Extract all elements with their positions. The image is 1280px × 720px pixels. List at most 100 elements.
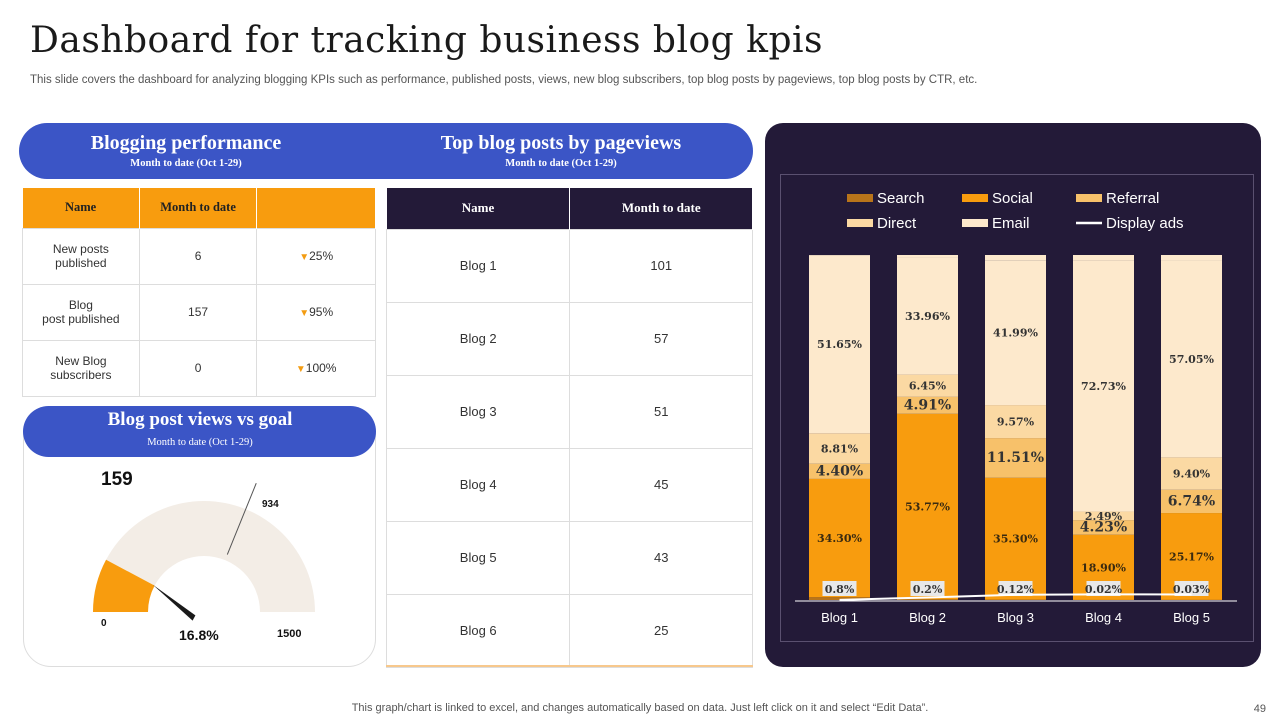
performance-table: Name Month to date New posts published 6 … [22,188,376,397]
data-label: 2.49% [1085,510,1123,523]
data-label: 72.73% [1081,380,1126,393]
bar-segment [809,433,870,464]
legend-label: Referral [1106,190,1159,207]
post-views: 101 [569,228,753,303]
bar-segment [1161,489,1222,514]
metric-change: ▼95% [256,283,376,341]
bar-segment [809,463,870,479]
performance-title: Blogging performance [90,132,282,154]
table-row: Blog 6 25 [385,593,753,668]
table-row: Blog 5 43 [385,520,753,595]
data-label: 6.45% [909,380,947,393]
x-tick-label: Blog 3 [997,610,1034,625]
gauge-max-label: 1500 [277,628,301,640]
legend-swatch [847,219,873,227]
data-label-bg [998,581,1033,596]
gauge-subtitle: Month to date (Oct 1-29) [147,437,253,448]
column-header: Name [22,188,140,228]
data-label: 4.23% [1080,519,1127,535]
bar-segment [1073,255,1134,261]
post-views: 25 [569,593,753,668]
table-row: Blog 4 45 [385,447,753,522]
data-label: 51.65% [817,338,862,351]
traffic-source-chart: Search Social Referral Direct Email Display a… [795,190,1237,625]
post-views: 51 [569,374,753,449]
post-name: Blog 4 [385,447,571,522]
legend-swatch [962,219,988,227]
gauge-min-label: 0 [101,618,107,629]
data-label: 8.81% [821,443,859,456]
section-header-pill [19,123,753,179]
post-name: Blog 3 [385,374,571,449]
bar-segment [897,599,958,600]
data-label: 0.12% [997,583,1035,596]
metric-name: Blog post published [22,283,140,341]
gauge-chart: 159 0 1500 934 16.8% [93,469,315,643]
data-label: 0.02% [1085,583,1123,596]
data-label: 9.40% [1173,468,1211,481]
post-name: Blog 2 [385,301,571,376]
data-label: 0.8% [825,583,855,596]
performance-subtitle: Month to date (Oct 1-29) [130,158,242,169]
column-header [256,188,376,228]
x-tick-label: Blog 2 [909,610,946,625]
post-name: Blog 1 [385,228,571,303]
triangle-down-icon: ▼ [299,308,310,319]
data-label: 11.51% [987,450,1044,466]
bar-segment [1161,457,1222,490]
legend-swatch [1076,194,1102,202]
bar-segment [809,597,870,600]
bar-segment [897,255,958,258]
bar-segment [1073,260,1134,512]
data-label-bg [822,581,857,596]
data-label: 0.2% [913,583,943,596]
data-label-bg [910,581,945,596]
data-label: 35.30% [993,533,1038,546]
footer-note: This graph/chart is linked to excel, and… [351,702,929,714]
bar-segment [1161,255,1222,261]
bar-segment [897,374,958,397]
bar-segment [809,478,870,598]
chart-plot-frame [780,174,1254,642]
metric-name: New Blog subscribers [22,339,140,397]
post-views: 57 [569,301,753,376]
performance-header-row: Name Month to date [22,188,376,228]
legend-label: Email [992,215,1030,232]
bar-segment [985,405,1046,439]
data-label: 4.40% [816,463,863,479]
series-line-display-ads [839,593,1192,601]
data-label: 34.30% [817,532,862,545]
metric-value: 157 [138,283,258,341]
top-posts-subtitle: Month to date (Oct 1-29) [505,158,617,169]
post-views: 45 [569,447,753,522]
bar-segment [985,255,1046,261]
gauge-title: Blog post views vs goal [107,409,293,430]
metric-value: 0 [138,339,258,397]
legend-label: Display ads [1106,215,1184,232]
page-subtitle: This slide covers the dashboard for anal… [30,74,978,86]
bar-segment [897,413,958,600]
gauge-goal-label: 934 [262,499,279,510]
bar-segment [1161,260,1222,458]
metric-value: 6 [138,227,258,285]
data-label: 0.03% [1173,583,1211,596]
legend-label: Direct [877,215,917,232]
metric-name: New posts published [22,227,140,285]
table-bottom-accent [386,665,753,667]
post-name: Blog 5 [385,520,571,595]
bar-segment [809,255,870,434]
table-row: Blog 2 57 [385,301,753,376]
gauge-goal-line [226,483,257,555]
data-label: 6.74% [1168,493,1215,509]
top-posts-header-row: Name Month to date [386,188,753,229]
page-title: Dashboard for tracking business blog kpi… [30,20,823,61]
data-label-bg [1086,581,1121,596]
column-header: Name [386,188,571,229]
data-label: 25.17% [1169,550,1214,563]
metric-change: ▼25% [256,227,376,285]
bar-segment [985,260,1046,406]
data-label: 4.91% [904,397,951,413]
bar-segment [897,396,958,414]
triangle-down-icon: ▼ [295,364,306,375]
column-header: Month to date [569,188,753,229]
